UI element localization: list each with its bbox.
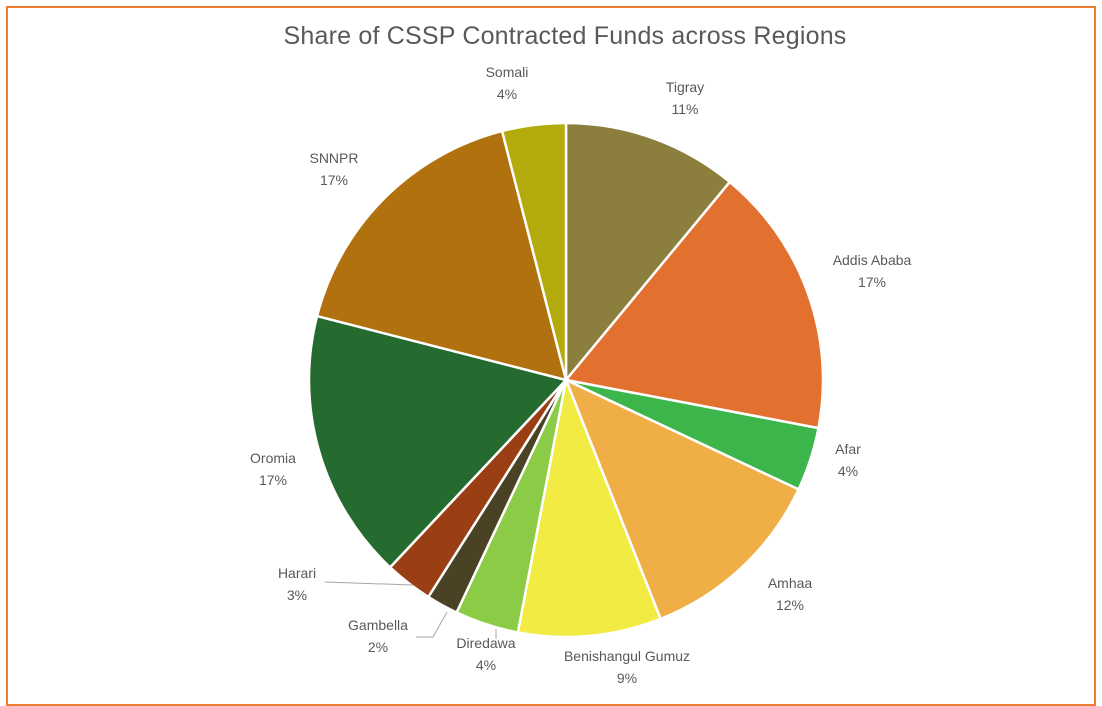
slice-label-harari: Harari	[278, 565, 316, 581]
chart-title: Share of CSSP Contracted Funds across Re…	[283, 22, 847, 50]
slice-label-tigray: Tigray	[666, 79, 704, 95]
slice-label-oromia: Oromia	[250, 450, 296, 466]
slice-label-gambella: Gambella	[348, 617, 408, 633]
slice-label-benishangul-gumuz: Benishangul Gumuz	[564, 648, 690, 664]
pie-slices	[307, 121, 825, 639]
pie-slice-tigray	[564, 121, 732, 382]
pie-slice-somali	[500, 121, 568, 382]
pie-slice-amhaa	[564, 378, 800, 621]
slice-pct-benishangul-gumuz: 9%	[617, 670, 637, 686]
slice-label-amhaa: Amhaa	[768, 575, 813, 591]
slice-pct-somali: 4%	[497, 86, 517, 102]
slice-pct-harari: 3%	[287, 587, 307, 603]
slice-label-snnpr: SNNPR	[309, 150, 358, 166]
pie-slice-oromia	[307, 314, 568, 569]
slice-pct-snnpr: 17%	[320, 172, 348, 188]
pie-slice-addis-ababa	[564, 180, 825, 430]
leader-line-harari	[324, 581, 414, 586]
slice-pct-gambella: 2%	[368, 639, 388, 655]
slice-pct-amhaa: 12%	[776, 597, 804, 613]
slice-pct-tigray: 11%	[672, 101, 699, 117]
pie-slice-benishangul-gumuz	[516, 378, 662, 639]
slice-label-diredawa: Diredawa	[456, 635, 515, 651]
slice-pct-oromia: 17%	[259, 472, 287, 488]
slice-label-addis-ababa: Addis Ababa	[833, 252, 912, 268]
pie-slice-snnpr	[315, 129, 568, 382]
slice-pct-afar: 4%	[838, 463, 858, 479]
slice-label-somali: Somali	[486, 64, 529, 80]
pie-labels: Tigray 11% Addis Ababa 17% Afar 4% Amhaa 12% Ben…	[250, 64, 911, 686]
slice-pct-addis-ababa: 17%	[858, 274, 886, 290]
leader-line-gambella	[416, 611, 448, 638]
slice-pct-diredawa: 4%	[476, 657, 496, 673]
slice-label-afar: Afar	[835, 441, 861, 457]
